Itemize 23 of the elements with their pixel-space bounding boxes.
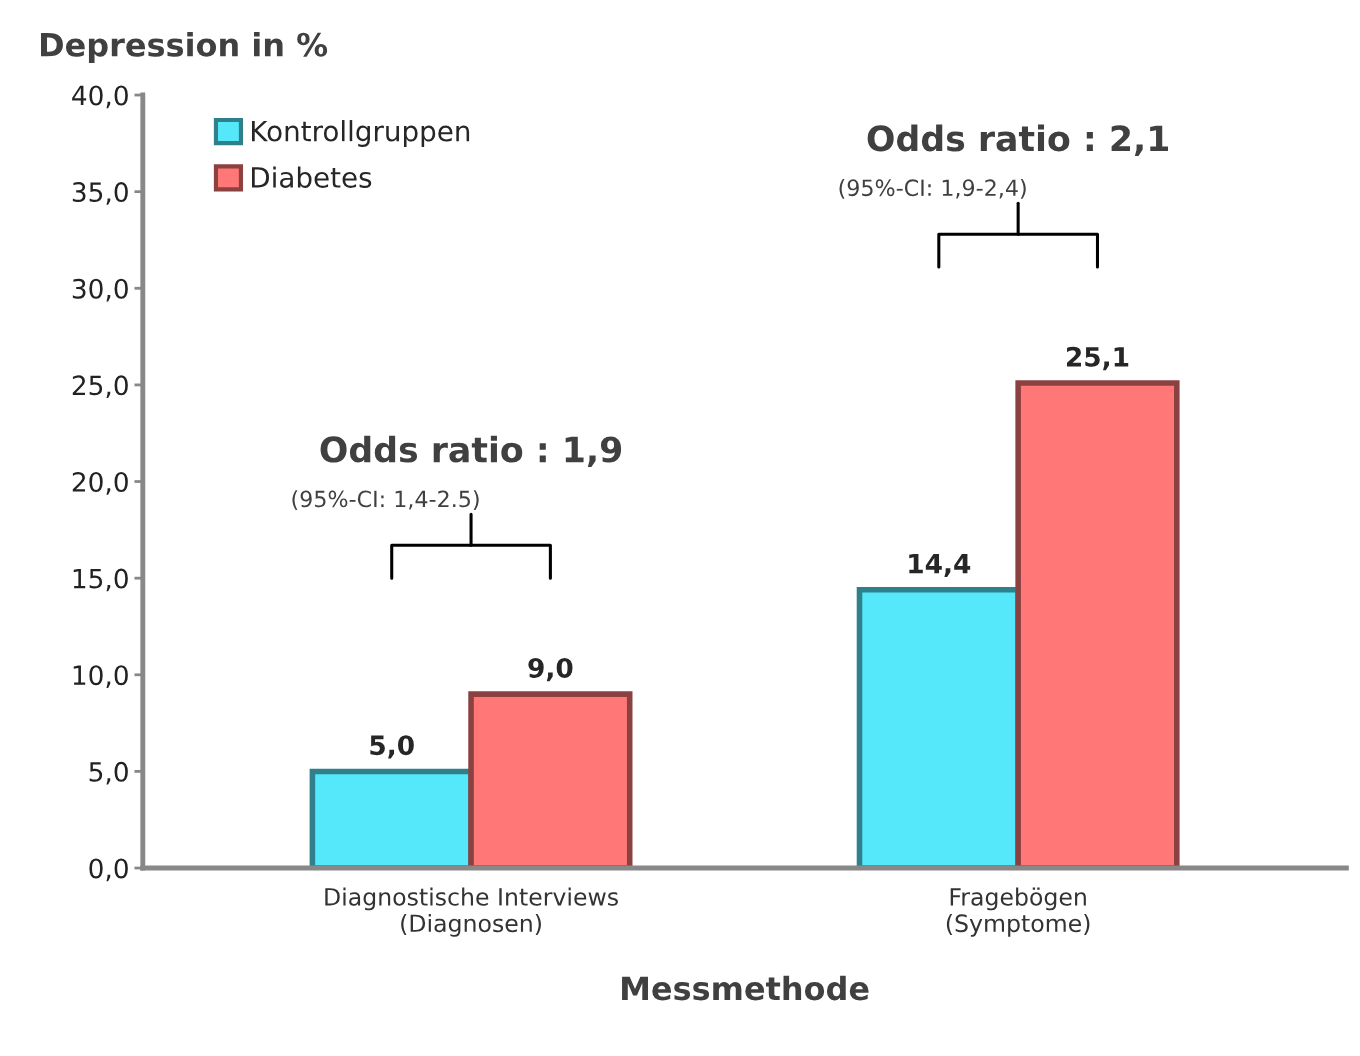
y-tick-label: 30,0 xyxy=(72,278,128,302)
y-tick-label: 20,0 xyxy=(72,471,128,495)
x-tick-label: Fragebögen (Symptome) xyxy=(946,887,1090,937)
data-label: 14,4 xyxy=(909,553,971,577)
chart-title: Depression in % xyxy=(41,32,328,63)
annotation: Odds ratio : 2,1 xyxy=(867,124,1168,156)
data-label: 9,0 xyxy=(528,657,573,682)
y-tick-label: 35,0 xyxy=(72,182,128,205)
y-tick-label: 15,0 xyxy=(73,568,128,592)
annotation: (95%-CI: 1,9-2,4) xyxy=(839,179,1026,199)
y-tick-label: 40,0 xyxy=(72,85,128,109)
x-tick-label: Diagnostische Interviews (Diagnosen) xyxy=(325,887,618,937)
legend-label: Diabetes xyxy=(252,166,372,188)
y-tick-label: 25,0 xyxy=(72,375,128,399)
legend-label: Kontrollgruppen xyxy=(252,120,470,147)
annotation: Odds ratio : 1,9 xyxy=(320,435,622,468)
y-tick-label: 10,0 xyxy=(73,665,128,688)
y-tick-label: 0,0 xyxy=(89,858,128,882)
data-label: 5,0 xyxy=(370,735,414,759)
x-axis-title: Messmethode xyxy=(622,975,869,1001)
data-label: 25,1 xyxy=(1067,346,1129,371)
annotation: (95%-CI: 1,4-2.5) xyxy=(292,490,479,510)
y-tick-label: 5,0 xyxy=(89,761,128,785)
